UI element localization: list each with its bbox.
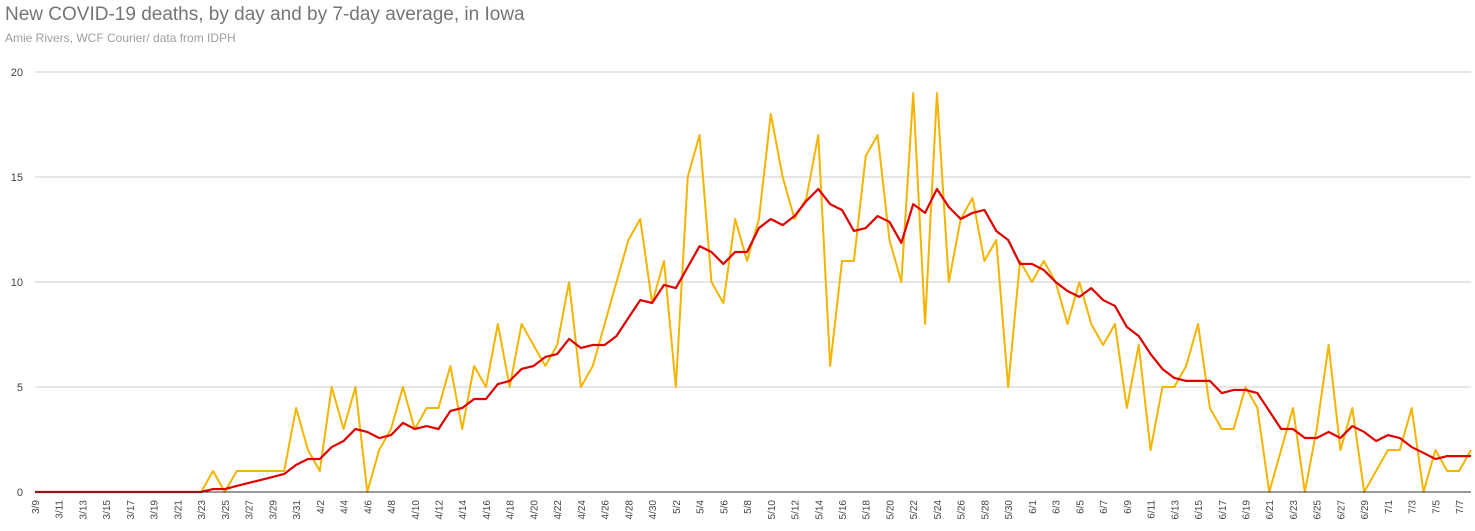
x-tick-label: 5/22 bbox=[909, 500, 920, 520]
x-tick-label: 4/6 bbox=[363, 500, 374, 514]
x-tick-label: 4/22 bbox=[553, 500, 564, 520]
x-tick-label: 6/25 bbox=[1313, 500, 1324, 520]
chart-subtitle: Amie Rivers, WCF Courier/ data from IDPH bbox=[5, 31, 236, 45]
x-tick-label: 3/11 bbox=[55, 500, 66, 519]
x-tick-label: 6/23 bbox=[1289, 500, 1300, 520]
x-tick-label: 3/9 bbox=[31, 500, 42, 514]
x-tick-label: 5/6 bbox=[719, 500, 730, 514]
x-tick-label: 3/31 bbox=[292, 500, 303, 520]
x-tick-label: 4/10 bbox=[411, 500, 422, 520]
x-tick-label: 5/16 bbox=[838, 500, 849, 520]
series-lines bbox=[35, 92, 1472, 494]
x-tick-label: 7/3 bbox=[1408, 500, 1419, 514]
x-tick-label: 3/17 bbox=[126, 500, 137, 520]
y-tick-label: 5 bbox=[17, 382, 23, 394]
x-tick-label: 4/16 bbox=[482, 500, 493, 520]
daily-deaths-line bbox=[35, 92, 1472, 493]
x-tick-label: 6/21 bbox=[1265, 500, 1276, 520]
x-tick-label: 6/9 bbox=[1123, 500, 1134, 514]
x-tick-label: 7/7 bbox=[1455, 500, 1466, 514]
x-tick-label: 4/28 bbox=[624, 500, 635, 520]
x-tick-label: 6/19 bbox=[1242, 500, 1253, 520]
x-tick-label: 3/13 bbox=[78, 500, 89, 520]
x-tick-label: 4/18 bbox=[506, 500, 517, 520]
y-tick-label: 15 bbox=[11, 172, 23, 184]
x-tick-label: 4/30 bbox=[648, 500, 659, 520]
x-tick-label: 6/17 bbox=[1218, 500, 1229, 520]
x-tick-label: 5/28 bbox=[980, 500, 991, 520]
x-tick-label: 4/2 bbox=[316, 500, 327, 514]
y-tick-label: 10 bbox=[11, 277, 23, 289]
chart-title: New COVID-19 deaths, by day and by 7-day… bbox=[5, 4, 525, 25]
x-tick-label: 6/11 bbox=[1147, 500, 1158, 519]
x-tick-label: 5/24 bbox=[933, 500, 944, 520]
x-axis-ticks: 3/9 3/11 3/13 3/15 3/17 3/19 3/21 3/23 3/25 3/27 3… bbox=[31, 500, 1466, 520]
gridlines bbox=[35, 71, 1471, 388]
x-tick-label: 6/5 bbox=[1075, 500, 1086, 514]
x-tick-label: 5/20 bbox=[885, 500, 896, 520]
x-tick-label: 5/26 bbox=[957, 500, 968, 520]
x-tick-label: 3/19 bbox=[150, 500, 161, 520]
x-tick-label: 6/7 bbox=[1099, 500, 1110, 514]
x-tick-label: 5/30 bbox=[1004, 500, 1015, 520]
x-tick-label: 3/23 bbox=[197, 500, 208, 520]
x-tick-label: 4/4 bbox=[340, 500, 351, 514]
y-axis-ticks: 0 5 10 15 20 bbox=[11, 67, 23, 499]
x-tick-label: 3/27 bbox=[245, 500, 256, 520]
x-tick-label: 3/15 bbox=[102, 500, 113, 520]
x-tick-label: 6/15 bbox=[1194, 500, 1205, 520]
x-tick-label: 5/12 bbox=[791, 500, 802, 520]
x-tick-label: 4/26 bbox=[601, 500, 612, 520]
x-tick-label: 5/4 bbox=[696, 500, 707, 514]
x-tick-label: 6/1 bbox=[1028, 500, 1039, 514]
x-tick-label: 4/24 bbox=[577, 500, 588, 520]
y-tick-label: 20 bbox=[11, 67, 23, 79]
x-tick-label: 5/10 bbox=[767, 500, 778, 520]
x-tick-label: 5/18 bbox=[862, 500, 873, 520]
x-tick-label: 7/5 bbox=[1431, 500, 1442, 514]
x-tick-label: 5/14 bbox=[814, 500, 825, 520]
x-tick-label: 5/2 bbox=[672, 500, 683, 514]
x-tick-label: 4/12 bbox=[435, 500, 446, 520]
x-tick-label: 4/14 bbox=[458, 500, 469, 520]
x-tick-label: 6/27 bbox=[1336, 500, 1347, 520]
y-tick-label: 0 bbox=[17, 487, 23, 499]
x-tick-label: 3/21 bbox=[173, 500, 184, 520]
x-tick-label: 4/20 bbox=[529, 500, 540, 520]
seven-day-average-line bbox=[35, 187, 1471, 494]
x-tick-label: 3/29 bbox=[268, 500, 279, 520]
x-tick-label: 6/13 bbox=[1170, 500, 1181, 520]
x-tick-label: 6/3 bbox=[1052, 500, 1063, 514]
x-tick-label: 7/1 bbox=[1384, 500, 1395, 514]
x-tick-label: 3/25 bbox=[221, 500, 232, 520]
x-tick-label: 5/8 bbox=[743, 500, 754, 514]
x-tick-label: 4/8 bbox=[387, 500, 398, 514]
x-tick-label: 6/29 bbox=[1360, 500, 1371, 520]
